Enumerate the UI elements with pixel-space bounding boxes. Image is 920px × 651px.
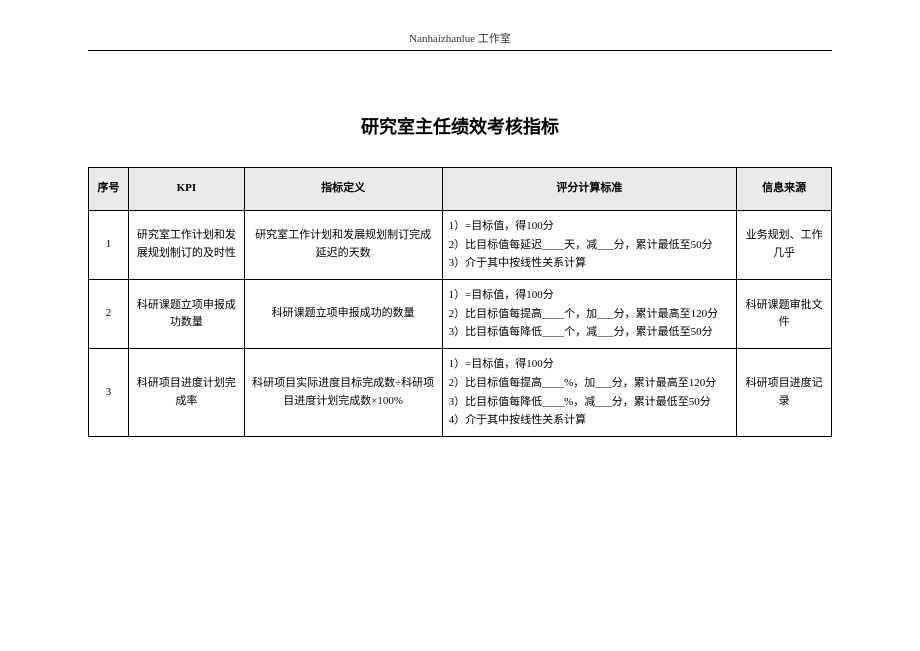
table-row: 1 研究室工作计划和发展规划制订的及时性 研究室工作计划和发展规划制订完成延迟的…: [89, 211, 832, 280]
cell-score: 1）=目标值，得100分2）比目标值每提高____个，加___分，累计最高至12…: [442, 280, 737, 349]
cell-src: 科研项目进度记录: [737, 349, 832, 437]
col-kpi-header: KPI: [128, 168, 244, 211]
cell-def: 科研项目实际进度目标完成数÷科研项目进度计划完成数×100%: [244, 349, 442, 437]
col-def-header: 指标定义: [244, 168, 442, 211]
cell-src: 业务规划、工作几乎: [737, 211, 832, 280]
cell-score: 1）=目标值，得100分2）比目标值每延迟____天，减___分，累计最低至50…: [442, 211, 737, 280]
table-row: 3 科研项目进度计划完成率 科研项目实际进度目标完成数÷科研项目进度计划完成数×…: [89, 349, 832, 437]
table-row: 2 科研课题立项申报成功数量 科研课题立项申报成功的数量 1）=目标值，得100…: [89, 280, 832, 349]
cell-src: 科研课题审批文件: [737, 280, 832, 349]
page-header: Nanhaizhanlue 工作室: [88, 30, 832, 51]
col-src-header: 信息来源: [737, 168, 832, 211]
cell-def: 科研课题立项申报成功的数量: [244, 280, 442, 349]
cell-kpi: 研究室工作计划和发展规划制订的及时性: [128, 211, 244, 280]
table-header-row: 序号 KPI 指标定义 评分计算标准 信息来源: [89, 168, 832, 211]
col-seq-header: 序号: [89, 168, 129, 211]
cell-seq: 2: [89, 280, 129, 349]
col-score-header: 评分计算标准: [442, 168, 737, 211]
cell-seq: 1: [89, 211, 129, 280]
cell-seq: 3: [89, 349, 129, 437]
cell-kpi: 科研课题立项申报成功数量: [128, 280, 244, 349]
document-page: Nanhaizhanlue 工作室 研究室主任绩效考核指标 序号 KPI 指标定…: [0, 0, 920, 651]
kpi-table: 序号 KPI 指标定义 评分计算标准 信息来源 1 研究室工作计划和发展规划制订…: [88, 167, 832, 437]
cell-def: 研究室工作计划和发展规划制订完成延迟的天数: [244, 211, 442, 280]
table-body: 1 研究室工作计划和发展规划制订的及时性 研究室工作计划和发展规划制订完成延迟的…: [89, 211, 832, 437]
page-title: 研究室主任绩效考核指标: [88, 113, 832, 139]
cell-score: 1）=目标值，得100分2）比目标值每提高____%，加___分，累计最高至12…: [442, 349, 737, 437]
cell-kpi: 科研项目进度计划完成率: [128, 349, 244, 437]
